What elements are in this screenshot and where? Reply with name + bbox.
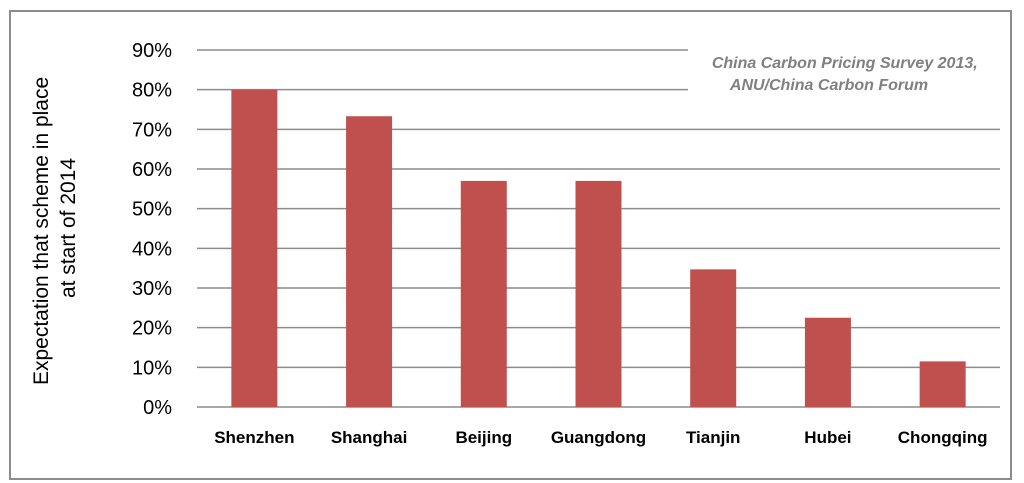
bar-chongqing xyxy=(919,361,966,407)
y-tick-label: 40% xyxy=(132,238,172,260)
y-tick-label: 60% xyxy=(132,159,172,181)
y-tick-labels: 0% 10% 20% 30% 40% 50% 60% 70% 80% 90% xyxy=(132,40,172,419)
annotation-line-1: China Carbon Pricing Survey 2013, xyxy=(712,55,978,72)
bar-beijing xyxy=(460,180,507,407)
x-tick-labels: Shenzhen Shanghai Beijing Guangdong Tianjin H… xyxy=(214,428,987,447)
bar-shanghai xyxy=(346,116,393,407)
y-axis-title-line-2: at start of 2014 xyxy=(57,158,80,298)
y-tick-label: 50% xyxy=(132,199,172,221)
y-axis-title-line-1: Expectation that scheme in place xyxy=(30,77,53,385)
y-tick-label: 90% xyxy=(132,40,172,62)
y-tick-label: 10% xyxy=(132,357,172,379)
bars xyxy=(231,89,966,408)
source-annotation: China Carbon Pricing Survey 2013, ANU/Ch… xyxy=(712,55,982,94)
bar-tianjin xyxy=(690,269,737,407)
bar-guangdong xyxy=(575,180,622,407)
x-tick-label: Guangdong xyxy=(551,428,646,447)
x-tick-label: Shenzhen xyxy=(214,428,294,447)
y-tick-label: 30% xyxy=(132,278,172,300)
bar-hubei xyxy=(804,317,851,407)
bar-shenzhen xyxy=(231,89,278,408)
gridlines xyxy=(197,49,1000,408)
y-tick-label: 70% xyxy=(132,119,172,141)
x-tick-label: Beijing xyxy=(455,428,512,447)
x-tick-label: Chongqing xyxy=(898,428,988,447)
y-axis-title: Expectation that scheme in place at star… xyxy=(30,71,80,385)
x-tick-label: Shanghai xyxy=(331,428,408,447)
annotation-line-2: ANU/China Carbon Forum xyxy=(729,77,928,94)
annotation-background xyxy=(688,44,1006,100)
y-tick-label: 0% xyxy=(143,397,172,419)
y-tick-label: 20% xyxy=(132,318,172,340)
y-tick-label: 80% xyxy=(132,80,172,102)
x-tick-label: Hubei xyxy=(804,428,851,447)
x-tick-label: Tianjin xyxy=(686,428,740,447)
